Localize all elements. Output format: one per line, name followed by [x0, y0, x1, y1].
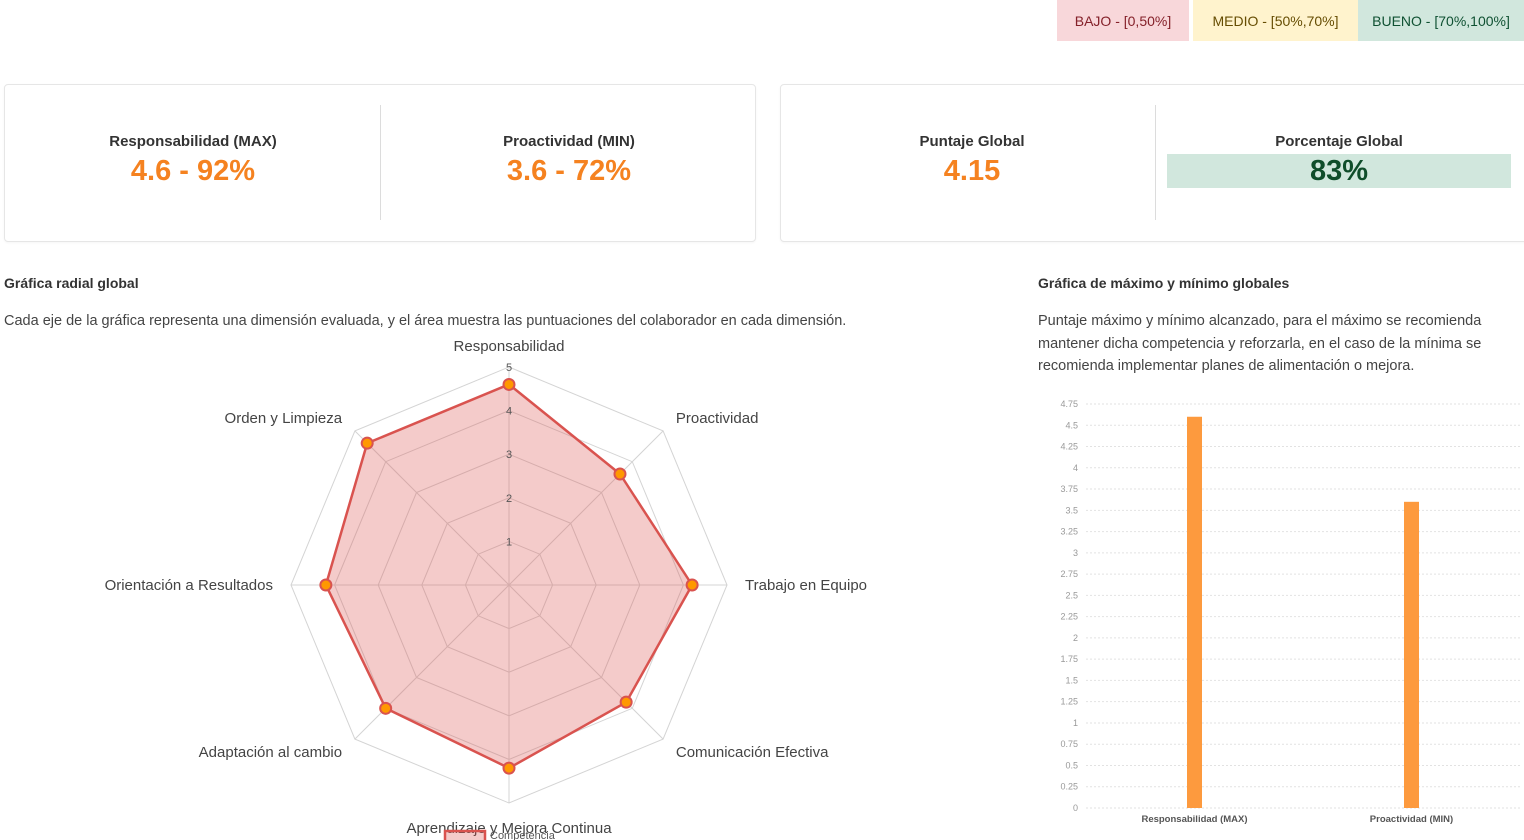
bar-y-tick-label: 0 — [1073, 803, 1078, 813]
bar-section-title: Gráfica de máximo y mínimo globales — [1038, 275, 1290, 291]
radar-data-point — [502, 761, 516, 775]
radar-category-label: Orientación a Resultados — [105, 577, 273, 594]
min-stat: Proactividad (MIN) 3.6 - 72% — [381, 132, 757, 188]
radar-tick-label: 1 — [506, 536, 512, 548]
bar-y-tick-label: 3 — [1073, 548, 1078, 558]
bar-rect — [1404, 501, 1419, 808]
max-min-card: Responsabilidad (MAX) 4.6 - 92% Proactiv… — [4, 84, 756, 242]
bar-y-tick-label: 3.25 — [1060, 527, 1078, 537]
global-score-stat: Puntaje Global 4.15 — [781, 132, 1163, 188]
bar-description-line: mantener dicha competencia y reforzarla,… — [1038, 335, 1482, 352]
global-percent-stat: Porcentaje Global 83% — [1167, 132, 1511, 188]
bar-description-line: recomienda implementar planes de aliment… — [1038, 358, 1415, 374]
global-percent-label: Porcentaje Global — [1275, 133, 1403, 150]
global-score-value: 4.15 — [943, 155, 1001, 187]
max-stat-label: Responsabilidad (MAX) — [109, 133, 277, 150]
bar-y-tick-label: 2.5 — [1065, 590, 1078, 600]
card-divider — [380, 105, 381, 220]
card-divider — [1155, 105, 1156, 220]
radar-axis-line — [354, 430, 510, 586]
bar-y-tick-label: 1.25 — [1060, 697, 1078, 707]
radar-category-label: Trabajo en Equipo — [745, 577, 867, 594]
bar-y-tick-label: 3.75 — [1060, 484, 1078, 494]
global-percent-value: 83% — [1167, 154, 1511, 188]
bar-description-line: Puntaje máximo y mínimo alcanzado, para … — [1038, 313, 1482, 329]
bar-y-tick-label: 2.25 — [1060, 612, 1078, 622]
radar-data-point — [319, 578, 333, 592]
radar-tick-label: 4 — [506, 406, 512, 418]
bar-y-tick-label: 2.75 — [1060, 569, 1078, 579]
radar-data-point — [613, 467, 627, 481]
min-stat-value: 3.6 - 72% — [506, 155, 632, 187]
bar-y-tick-label: 0.5 — [1065, 760, 1078, 770]
radar-section-description: Cada eje de la gráfica representa una di… — [4, 313, 847, 329]
radar-data-point — [502, 377, 516, 391]
radar-category-label: Aprendizaje y Mejora Continua — [406, 820, 612, 837]
radar-category-label: Responsabilidad — [454, 340, 565, 355]
bar-chart: 0 0.25 0.5 0.75 1 1.25 1.5 1.75 2 2.25 2.5 2.75 3 3.2… — [1060, 399, 1520, 825]
radar-category-label: Proactividad — [676, 410, 759, 427]
bar-y-tick-label: 0.75 — [1060, 739, 1078, 749]
bar-y-tick-label: 4 — [1073, 463, 1078, 473]
bar-y-tick-label: 1 — [1073, 718, 1078, 728]
global-score-label: Puntaje Global — [919, 133, 1025, 150]
radar-section-title: Gráfica radial global — [4, 275, 139, 291]
radar-category-label: Orden y Limpieza — [225, 410, 343, 427]
radar-data-point — [360, 436, 374, 450]
radar-axis-line — [354, 584, 510, 740]
bar-section-description: Puntaje máximo y mínimo alcanzado, para … — [1038, 310, 1524, 378]
bar-x-tick-label: Proactividad (MIN) — [1370, 814, 1453, 825]
bar-x-tick-label: Responsabilidad (MAX) — [1141, 814, 1247, 825]
bar-y-tick-label: 1.75 — [1060, 654, 1078, 664]
bar-y-tick-label: 0.25 — [1060, 782, 1078, 792]
radar-tick-label: 3 — [506, 449, 512, 461]
bar-rect — [1187, 416, 1202, 808]
min-stat-label: Proactividad (MIN) — [503, 133, 635, 150]
radar-data-point — [379, 701, 393, 715]
radar-tick-label: 5 — [506, 362, 512, 374]
bar-y-tick-label: 4.25 — [1060, 442, 1078, 452]
radar-tick-label: 2 — [506, 493, 512, 505]
bar-y-tick-label: 3.5 — [1065, 505, 1078, 515]
max-stat-value: 4.6 - 92% — [130, 155, 256, 187]
bar-y-tick-label: 2 — [1073, 633, 1078, 643]
legend-bueno-badge: BUENO - [70%,100%] — [1358, 0, 1524, 41]
bar-y-tick-label: 4.75 — [1060, 399, 1078, 409]
radar-data-point — [619, 695, 633, 709]
legend-medio-badge: MEDIO - [50%,70%] — [1193, 0, 1358, 41]
radar-legend-swatch — [443, 829, 487, 840]
max-stat: Responsabilidad (MAX) 4.6 - 92% — [5, 132, 381, 188]
legend-bajo-badge: BAJO - [0,50%] — [1057, 0, 1189, 41]
radar-data-point — [685, 578, 699, 592]
radar-axis-line — [508, 430, 664, 586]
radar-category-label: Adaptación al cambio — [199, 744, 342, 761]
global-score-card: Puntaje Global 4.15 Porcentaje Global 83… — [780, 84, 1524, 242]
bar-y-tick-label: 4.5 — [1065, 420, 1078, 430]
radar-category-label: Comunicación Efectiva — [676, 744, 829, 761]
bar-y-tick-label: 1.5 — [1065, 675, 1078, 685]
radar-chart: 1 2 3 4 5 Responsabilidad Proactividad Trabajo … — [105, 340, 867, 840]
radar-legend-label: Competencia — [490, 830, 556, 840]
radar-axis-line — [508, 584, 664, 740]
